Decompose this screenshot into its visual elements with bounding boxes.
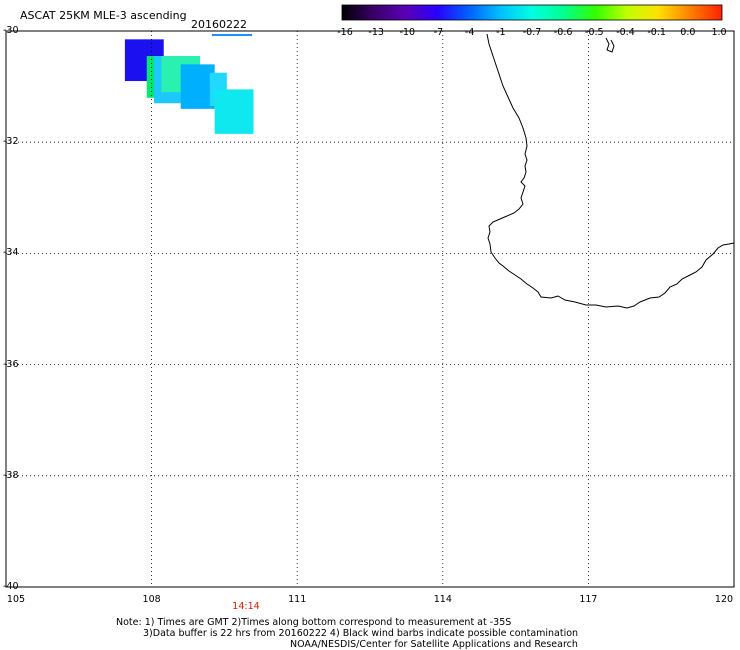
colorbar-label: -1 bbox=[496, 27, 506, 38]
colorbar-label: -10 bbox=[399, 27, 416, 38]
colorbar-label: -4 bbox=[464, 27, 475, 38]
colorbar-label: 0.0 bbox=[680, 27, 696, 38]
data-cell bbox=[214, 89, 254, 134]
colorbar-strip bbox=[341, 4, 723, 21]
longitude-label: 117 bbox=[579, 594, 598, 605]
longitude-label: 120 bbox=[714, 594, 734, 605]
colorbar-label: -0.5 bbox=[585, 27, 604, 38]
map-title: ASCAT 25KM MLE-3 ascending bbox=[20, 9, 187, 22]
colorbar-label: -0.6 bbox=[553, 27, 573, 38]
coastline bbox=[486, 33, 735, 309]
latitude-label: -34 bbox=[3, 247, 19, 259]
data-cells bbox=[124, 39, 254, 134]
latitude-label: -40 bbox=[3, 581, 19, 592]
latitude-label: -30 bbox=[3, 25, 19, 36]
map-date: 20160222 bbox=[191, 18, 247, 31]
coastline-inlet bbox=[605, 37, 615, 53]
colorbar-label: -0.7 bbox=[522, 27, 542, 38]
colorbar-label: -0.1 bbox=[647, 27, 666, 38]
longitude-label: 111 bbox=[288, 594, 307, 605]
note-line-2: 3)Data buffer is 22 hrs from 20160222 4)… bbox=[143, 628, 579, 639]
colorbar bbox=[341, 4, 723, 21]
latitude-label: -38 bbox=[3, 469, 19, 481]
lat-lon-grid bbox=[6, 31, 734, 587]
colorbar-label: -7 bbox=[433, 27, 444, 38]
map-frame bbox=[5, 30, 735, 588]
colorbar-label: -0.4 bbox=[616, 27, 635, 38]
longitude-label: 108 bbox=[142, 594, 161, 605]
data-cell bbox=[180, 64, 215, 109]
colorbar-label: -16 bbox=[337, 27, 353, 38]
note-line-1: Note: 1) Times are GMT 2)Times along bot… bbox=[116, 617, 512, 628]
latitude-label: -36 bbox=[3, 358, 19, 370]
colorbar-label: 1.0 bbox=[711, 27, 727, 38]
latitude-label: -32 bbox=[3, 136, 19, 148]
longitude-label: 114 bbox=[433, 594, 452, 605]
longitude-label: 105 bbox=[6, 594, 26, 605]
date-underline bbox=[212, 34, 252, 36]
note-line-3: NOAA/NESDIS/Center for Satellite Applica… bbox=[290, 639, 578, 650]
pass-time-label: 14:14 bbox=[232, 601, 260, 612]
colorbar-label: -13 bbox=[368, 27, 384, 38]
